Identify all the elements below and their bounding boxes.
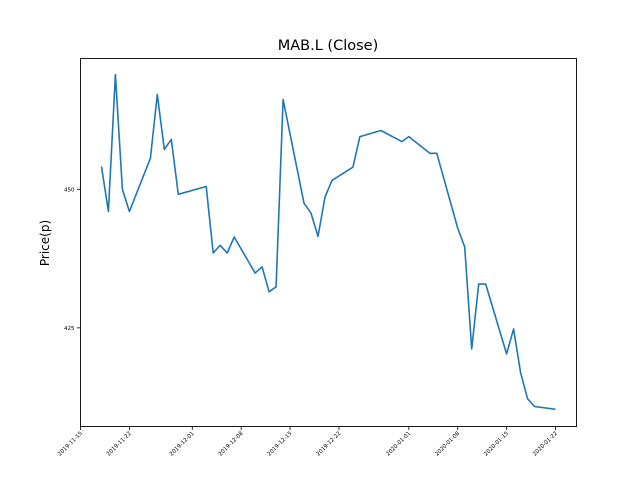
y-tick-label: 425 <box>64 326 75 332</box>
chart-title: MAB.L (Close) <box>278 38 379 54</box>
y-axis-label: Price(p) <box>38 220 52 266</box>
y-tick-label: 450 <box>64 187 75 193</box>
